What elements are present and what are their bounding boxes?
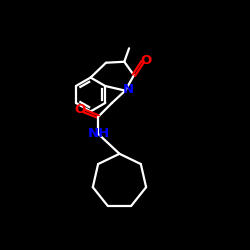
Text: O: O — [140, 54, 152, 67]
Text: N: N — [123, 83, 134, 96]
Text: NH: NH — [88, 128, 110, 140]
Text: O: O — [74, 104, 85, 117]
